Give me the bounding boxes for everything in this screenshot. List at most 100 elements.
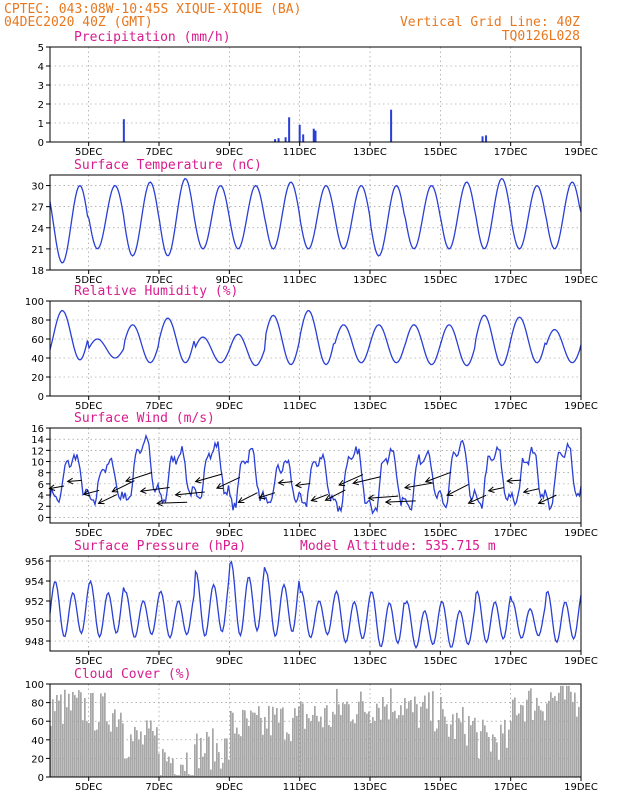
cloud-bar (498, 759, 500, 777)
wind-vector (83, 489, 100, 495)
rh-ytick-label: 40 (31, 354, 44, 365)
rh-xtick-label: 17DEC (494, 401, 528, 412)
temp-series-line (49, 177, 582, 264)
wind-vector (238, 492, 258, 503)
cloud-ytick-label: 40 (31, 736, 44, 747)
cloud-bar (562, 685, 564, 777)
cloud-bar (138, 739, 140, 777)
cloud-bar (180, 764, 182, 777)
cloud-ytick-label: 20 (31, 754, 44, 765)
wind-vector-head (424, 476, 432, 484)
cloud-bar (384, 706, 386, 777)
cloud-bar (552, 697, 554, 777)
wind-vector (325, 489, 346, 501)
press-xtick-label: 11DEC (283, 656, 317, 667)
wind-ytick-label: 6 (38, 480, 44, 491)
cloud-bar (154, 735, 156, 777)
cloud-bar (146, 720, 148, 777)
cloud-bar (148, 728, 150, 777)
cloud-bar (284, 740, 286, 777)
cloud-bar (184, 770, 186, 777)
cloud-bar (410, 699, 412, 777)
rh-xtick-label: 11DEC (283, 401, 317, 412)
rh-series-line (49, 309, 582, 367)
wind-vector (49, 485, 65, 490)
press-ytick-label: 950 (25, 617, 44, 628)
wind-ytick-label: 0 (38, 513, 44, 524)
cloud-bar (460, 722, 462, 777)
cloud-bar (458, 718, 460, 777)
temp-ytick-label: 27 (31, 203, 44, 214)
temp-xtick-label: 17DEC (494, 275, 528, 286)
temp-xtick-label: 13DEC (353, 275, 387, 286)
cloud-xtick-label: 19DEC (564, 782, 598, 793)
cloud-bar (316, 715, 318, 777)
cloud-bar (490, 751, 492, 777)
cloud-bar (270, 735, 272, 777)
wind-vector (67, 479, 82, 482)
cloud-bar (358, 701, 360, 777)
wind-vector (507, 479, 522, 482)
cloud-xtick-label: 5DEC (75, 782, 102, 793)
cloud-bar (424, 695, 426, 777)
cloud-bar (324, 708, 326, 777)
cloud-bar (354, 723, 356, 777)
precip-ytick-label: 4 (38, 62, 44, 73)
cloud-bar (266, 728, 268, 777)
wind-vector (353, 476, 381, 484)
cloud-bar (376, 703, 378, 777)
cloud-xtick-label: 9DEC (216, 782, 243, 793)
cloud-bar (60, 694, 62, 777)
press-plot-frame (49, 555, 582, 652)
cloud-bar (56, 695, 58, 777)
cloud-bar (466, 745, 468, 777)
cloud-bar (68, 693, 70, 777)
temp-ytick-label: 24 (31, 224, 44, 235)
precip-bar (288, 117, 291, 142)
wind-vector-head (338, 480, 346, 487)
cloud-bar (190, 775, 192, 777)
press-xtick-label: 7DEC (145, 656, 172, 667)
cloud-bar (92, 692, 94, 777)
cloud-bar (158, 753, 160, 777)
cloud-bar (120, 712, 122, 777)
cloud-bar (542, 711, 544, 777)
cloud-bar (318, 721, 320, 777)
cloud-bar (168, 756, 170, 777)
wind-vector (538, 494, 557, 504)
wind-vector-head (277, 479, 285, 486)
cloud-bar (224, 738, 226, 777)
cloud-bar (572, 701, 574, 777)
precip-bar (481, 136, 484, 142)
cloud-bar (506, 747, 508, 777)
cloud-bar (518, 713, 520, 777)
wind-vector-head (258, 493, 266, 500)
wind-vector-head (403, 483, 411, 491)
cloud-bar (568, 685, 570, 777)
wind-xtick-label: 11DEC (283, 528, 317, 539)
cloud-bar (434, 731, 436, 777)
cloud-bar (304, 728, 306, 777)
cloud-bar (480, 731, 482, 777)
cloud-bar (450, 724, 452, 777)
rh-xtick-label: 5DEC (75, 401, 102, 412)
wind-vector-head (48, 484, 56, 491)
cloud-bar (220, 768, 222, 777)
wind-xtick-label: 15DEC (423, 528, 457, 539)
wind-vector-head (487, 486, 495, 493)
cloud-bar (492, 734, 494, 777)
wind-vector (278, 481, 293, 484)
press-xtick-label: 17DEC (494, 656, 528, 667)
cloud-bar (246, 718, 248, 777)
cloud-bar (228, 759, 230, 777)
press-subtitle: Model Altitude: 535.715 m (300, 539, 496, 554)
wind-vector-head (97, 498, 105, 505)
cloud-bar (136, 730, 138, 777)
cloud-bar (164, 752, 166, 777)
wind-vector (140, 486, 170, 492)
cloud-bar (278, 722, 280, 777)
rh-ytick-label: 20 (31, 373, 44, 384)
cloud-bar (574, 692, 576, 777)
cloud-bar (244, 710, 246, 777)
rh-xtick-label: 7DEC (145, 401, 172, 412)
